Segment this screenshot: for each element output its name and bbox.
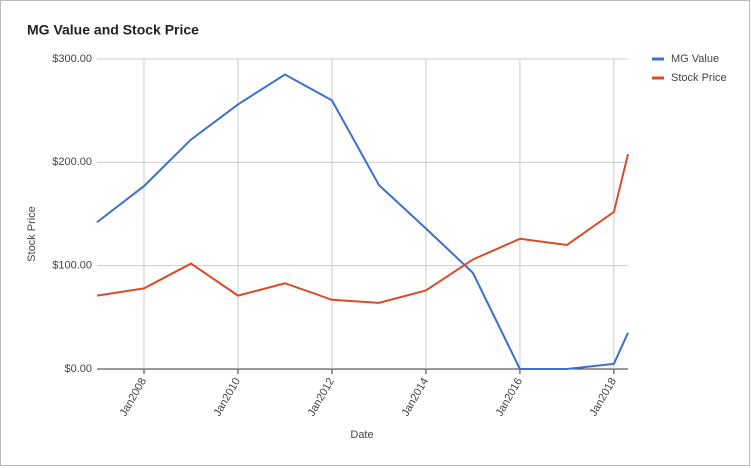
- y-tick-label: $100.00: [52, 260, 92, 272]
- legend-label: MG Value: [671, 53, 719, 65]
- y-tick-label: $0.00: [64, 363, 92, 375]
- line-series: [96, 73, 629, 370]
- y-axis-title: Stock Price: [26, 206, 38, 262]
- chart-title: MG Value and Stock Price: [27, 22, 199, 38]
- y-tick-label: $300.00: [52, 53, 92, 65]
- x-axis-title: Date: [350, 429, 373, 441]
- legend-label: Stock Price: [671, 72, 727, 84]
- y-tick-label: $200.00: [52, 156, 92, 168]
- line-series: [96, 153, 629, 304]
